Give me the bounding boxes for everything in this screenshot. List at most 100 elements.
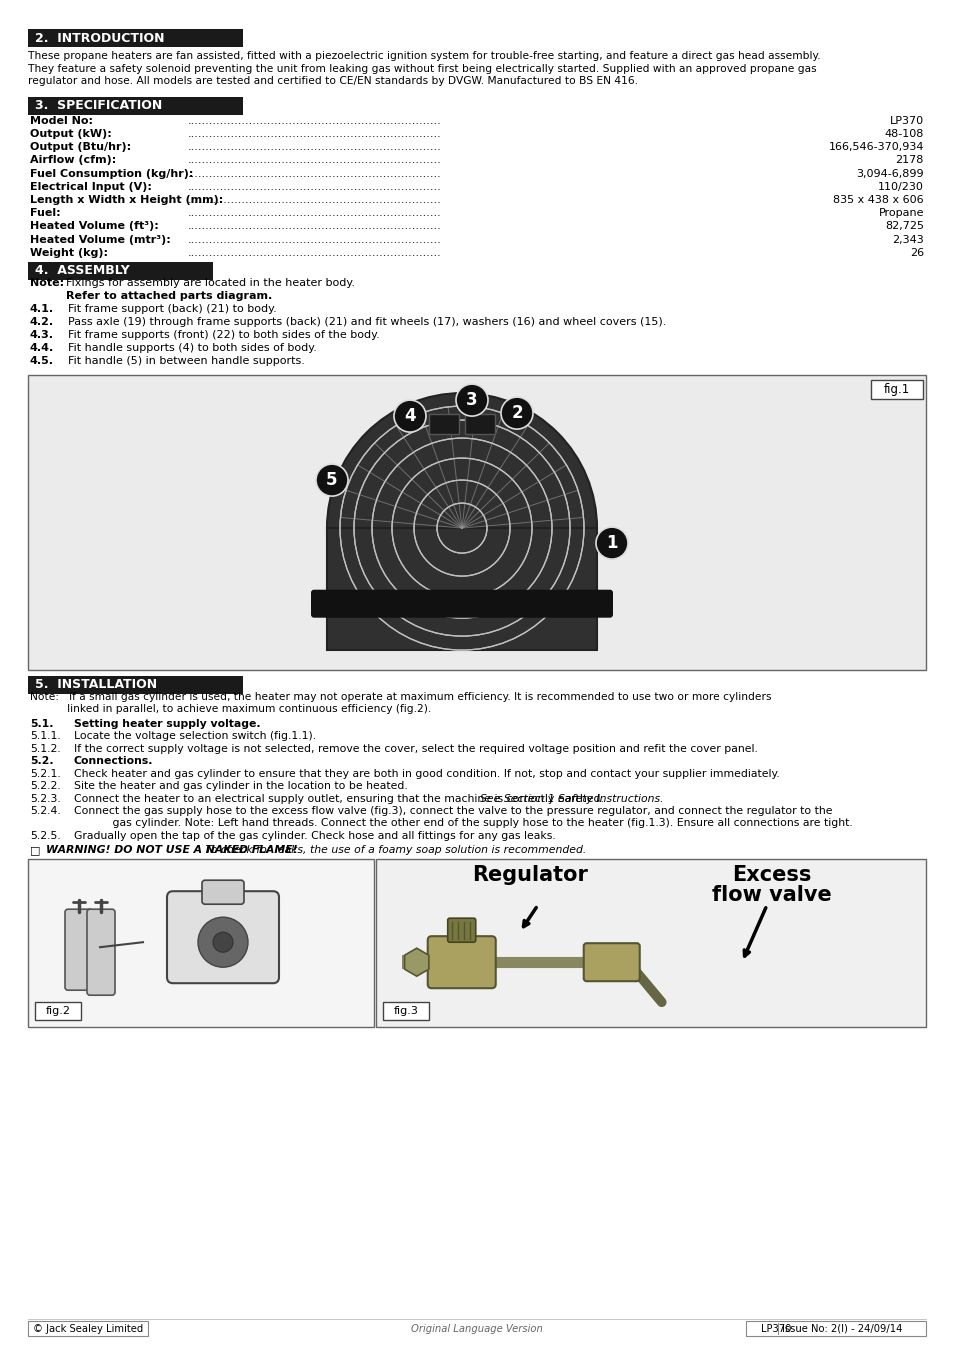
Text: 26: 26 bbox=[909, 247, 923, 258]
Text: Original Language Version: Original Language Version bbox=[411, 1323, 542, 1334]
Text: 2.  INTRODUCTION: 2. INTRODUCTION bbox=[35, 31, 164, 45]
Text: 5.  INSTALLATION: 5. INSTALLATION bbox=[35, 678, 157, 691]
Text: 2: 2 bbox=[511, 404, 522, 421]
Text: flow valve: flow valve bbox=[711, 886, 831, 906]
Text: 1: 1 bbox=[605, 533, 618, 552]
Text: ......................................................................: ........................................… bbox=[188, 235, 441, 244]
Text: 5.2.2.: 5.2.2. bbox=[30, 782, 61, 791]
Text: See Section 1 Safety Instructions.: See Section 1 Safety Instructions. bbox=[479, 794, 663, 803]
FancyBboxPatch shape bbox=[375, 859, 925, 1027]
Text: 835 x 438 x 606: 835 x 438 x 606 bbox=[833, 194, 923, 205]
Text: Excess: Excess bbox=[732, 865, 811, 886]
FancyBboxPatch shape bbox=[447, 918, 476, 942]
Text: 4: 4 bbox=[404, 406, 416, 425]
Text: To check for leaks, the use of a foamy soap solution is recommended.: To check for leaks, the use of a foamy s… bbox=[202, 845, 586, 855]
Text: Fit handle (5) in between handle supports.: Fit handle (5) in between handle support… bbox=[68, 355, 305, 366]
Text: 166,546-370,934: 166,546-370,934 bbox=[827, 142, 923, 153]
Text: Output (Btu/hr):: Output (Btu/hr): bbox=[30, 142, 131, 153]
Text: Locate the voltage selection switch (fig.1.1).: Locate the voltage selection switch (fig… bbox=[74, 732, 315, 741]
Text: Pass axle (19) through frame supports (back) (21) and fit wheels (17), washers (: Pass axle (19) through frame supports (b… bbox=[68, 317, 666, 327]
Text: Electrical Input (V):: Electrical Input (V): bbox=[30, 182, 152, 192]
Text: 2178: 2178 bbox=[895, 155, 923, 165]
Circle shape bbox=[456, 385, 488, 416]
Wedge shape bbox=[327, 393, 597, 528]
FancyBboxPatch shape bbox=[28, 262, 213, 279]
Text: Connect the heater to an electrical supply outlet, ensuring that the machine is : Connect the heater to an electrical supp… bbox=[74, 794, 607, 803]
Text: ......................................................................: ........................................… bbox=[188, 221, 441, 231]
Text: fig.1: fig.1 bbox=[882, 382, 909, 396]
FancyBboxPatch shape bbox=[28, 28, 243, 47]
Text: ......................................................................: ........................................… bbox=[188, 116, 441, 126]
Circle shape bbox=[394, 400, 426, 432]
Text: ......................................................................: ........................................… bbox=[188, 128, 441, 139]
Text: 4.5.: 4.5. bbox=[30, 355, 54, 366]
Text: fig.2: fig.2 bbox=[46, 1006, 71, 1017]
FancyBboxPatch shape bbox=[745, 1322, 925, 1336]
Text: Propane: Propane bbox=[878, 208, 923, 219]
Text: 5.2.5.: 5.2.5. bbox=[30, 830, 61, 841]
Text: Check heater and gas cylinder to ensure that they are both in good condition. If: Check heater and gas cylinder to ensure … bbox=[74, 768, 779, 779]
Text: ......................................................................: ........................................… bbox=[188, 194, 441, 205]
Text: Gradually open the tap of the gas cylinder. Check hose and all fittings for any : Gradually open the tap of the gas cylind… bbox=[74, 830, 556, 841]
Text: 110/230: 110/230 bbox=[877, 182, 923, 192]
Text: 5: 5 bbox=[326, 471, 337, 489]
Text: 4.2.: 4.2. bbox=[30, 317, 54, 327]
FancyBboxPatch shape bbox=[167, 891, 278, 983]
Text: 3,094-6,899: 3,094-6,899 bbox=[856, 169, 923, 178]
Text: 3.  SPECIFICATION: 3. SPECIFICATION bbox=[35, 99, 162, 112]
Text: 5.2.: 5.2. bbox=[30, 756, 53, 767]
Text: ......................................................................: ........................................… bbox=[188, 208, 441, 219]
Text: linked in parallel, to achieve maximum continuous efficiency (fig.2).: linked in parallel, to achieve maximum c… bbox=[30, 705, 431, 714]
Text: 5.2.3.: 5.2.3. bbox=[30, 794, 61, 803]
Text: ......................................................................: ........................................… bbox=[188, 169, 441, 178]
Text: Heated Volume (mtr³):: Heated Volume (mtr³): bbox=[30, 235, 171, 244]
Text: Fit frame support (back) (21) to body.: Fit frame support (back) (21) to body. bbox=[68, 304, 276, 313]
Text: Length x Width x Height (mm):: Length x Width x Height (mm): bbox=[30, 194, 223, 205]
Text: 4.3.: 4.3. bbox=[30, 329, 54, 340]
Circle shape bbox=[213, 933, 233, 952]
Text: Weight (kg):: Weight (kg): bbox=[30, 247, 108, 258]
FancyBboxPatch shape bbox=[583, 944, 639, 981]
Circle shape bbox=[198, 917, 248, 967]
Text: Fit handle supports (4) to both sides of body.: Fit handle supports (4) to both sides of… bbox=[68, 343, 316, 352]
Text: ......................................................................: ........................................… bbox=[188, 182, 441, 192]
FancyBboxPatch shape bbox=[87, 909, 115, 995]
Text: 4.  ASSEMBLY: 4. ASSEMBLY bbox=[35, 265, 130, 277]
Text: 4.4.: 4.4. bbox=[30, 343, 54, 352]
Text: 5.1.2.: 5.1.2. bbox=[30, 744, 61, 753]
Text: 3: 3 bbox=[466, 390, 477, 409]
FancyBboxPatch shape bbox=[65, 909, 92, 990]
Text: Model No:: Model No: bbox=[30, 116, 92, 126]
Text: If the correct supply voltage is not selected, remove the cover, select the requ: If the correct supply voltage is not sel… bbox=[74, 744, 757, 753]
Text: WARNING! DO NOT USE A NAKED FLAME!: WARNING! DO NOT USE A NAKED FLAME! bbox=[46, 845, 297, 855]
FancyBboxPatch shape bbox=[311, 590, 613, 618]
Text: Note:: Note: bbox=[30, 278, 64, 288]
Text: fig.3: fig.3 bbox=[393, 1006, 417, 1017]
FancyBboxPatch shape bbox=[429, 414, 458, 435]
Text: ......................................................................: ........................................… bbox=[188, 155, 441, 165]
FancyBboxPatch shape bbox=[28, 96, 243, 115]
FancyBboxPatch shape bbox=[28, 676, 243, 694]
FancyBboxPatch shape bbox=[464, 414, 495, 435]
Circle shape bbox=[315, 464, 348, 495]
Text: Fixings for assembly are located in the heater body.: Fixings for assembly are located in the … bbox=[66, 278, 355, 288]
Text: Refer to attached parts diagram.: Refer to attached parts diagram. bbox=[66, 290, 272, 301]
FancyBboxPatch shape bbox=[870, 379, 923, 398]
Text: LP370: LP370 bbox=[760, 1323, 791, 1334]
Text: Note:   If a small gas cylinder is used, the heater may not operate at maximum e: Note: If a small gas cylinder is used, t… bbox=[30, 691, 771, 702]
Text: Connect the gas supply hose to the excess flow valve (fig.3), connect the valve : Connect the gas supply hose to the exces… bbox=[74, 806, 832, 817]
Text: 5.2.4.: 5.2.4. bbox=[30, 806, 61, 817]
Circle shape bbox=[500, 397, 533, 429]
Text: 5.1.1.: 5.1.1. bbox=[30, 732, 61, 741]
Text: 5.1.: 5.1. bbox=[30, 718, 53, 729]
FancyBboxPatch shape bbox=[35, 1002, 81, 1021]
Text: Airflow (cfm):: Airflow (cfm): bbox=[30, 155, 116, 165]
Text: Output (kW):: Output (kW): bbox=[30, 128, 112, 139]
Text: They feature a safety solenoid preventing the unit from leaking gas without firs: They feature a safety solenoid preventin… bbox=[28, 63, 816, 73]
Text: Issue No: 2(I) - 24/09/14: Issue No: 2(I) - 24/09/14 bbox=[781, 1323, 902, 1334]
Text: © Jack Sealey Limited: © Jack Sealey Limited bbox=[32, 1323, 143, 1334]
Text: 5.2.1.: 5.2.1. bbox=[30, 768, 61, 779]
Text: 2,343: 2,343 bbox=[891, 235, 923, 244]
Text: Fuel Consumption (kg/hr):: Fuel Consumption (kg/hr): bbox=[30, 169, 193, 178]
Text: Site the heater and gas cylinder in the location to be heated.: Site the heater and gas cylinder in the … bbox=[74, 782, 407, 791]
